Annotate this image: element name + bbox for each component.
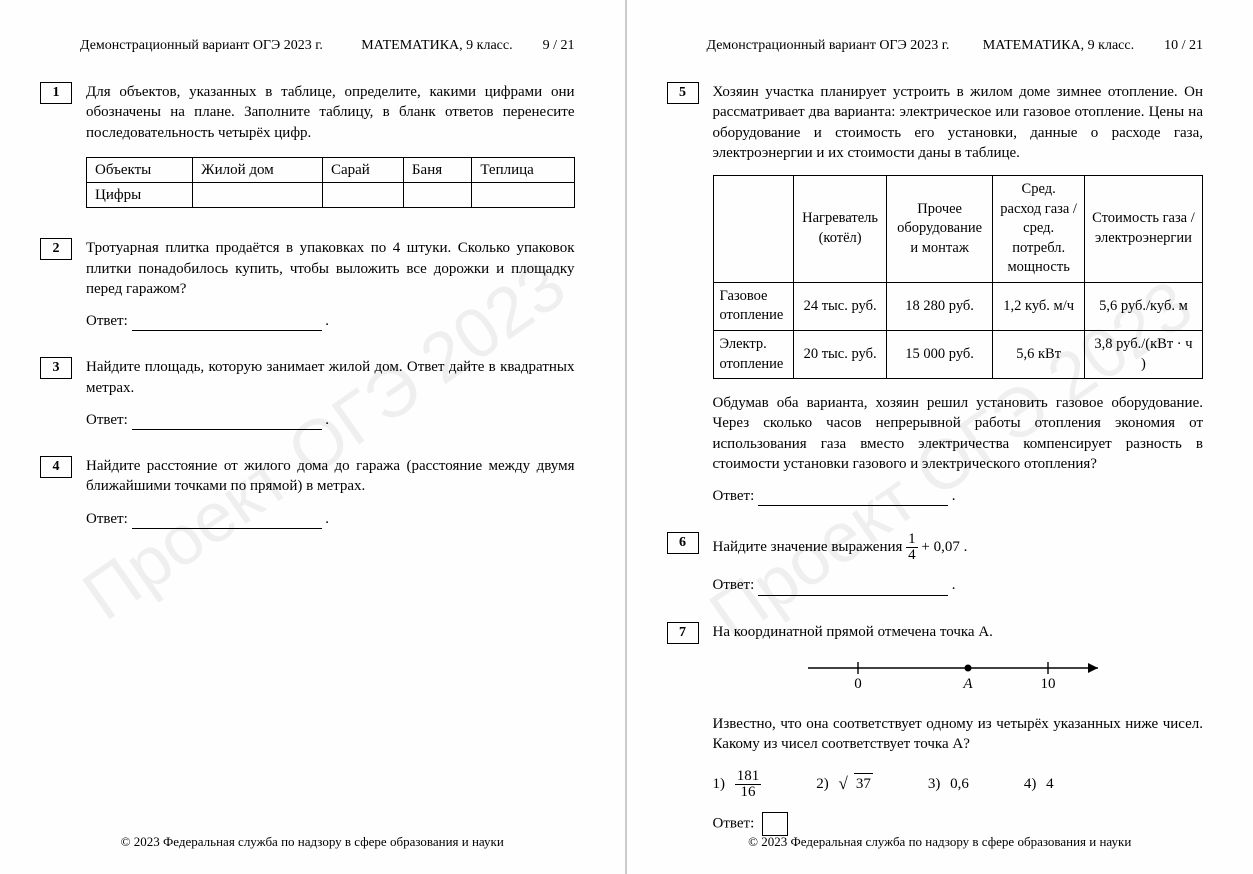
header-left: Демонстрационный вариант ОГЭ 2023 г. МАТ… — [80, 38, 575, 54]
problem-text: Для объектов, указанных в таблице, опред… — [86, 84, 575, 141]
fraction: 181 16 — [735, 769, 762, 800]
problem-number: 3 — [40, 357, 72, 379]
problem-6: 6 Найдите значение выражения 1 4 + 0,07 … — [667, 532, 1204, 595]
table-header: Стоимость газа / электроэнергии — [1084, 176, 1202, 283]
problem-7: 7 На координатной прямой отмечена точка … — [667, 622, 1204, 836]
problem-3: 3 Найдите площадь, которую занимает жило… — [40, 357, 575, 430]
svg-text:0: 0 — [854, 676, 862, 692]
page-left: Проект ОГЭ 2023 Демонстрационный вариант… — [0, 0, 627, 874]
problem-text: Хозяин участка планирует устроить в жило… — [713, 84, 1204, 161]
table-header: Сред. расход газа / сред. потребл. мощно… — [993, 176, 1085, 283]
answer-row: Ответ: . — [86, 410, 575, 430]
fraction-denominator: 16 — [735, 785, 762, 800]
radicand: 37 — [854, 773, 873, 794]
problem-number: 7 — [667, 622, 699, 644]
heating-table: Нагреватель (котёл) Прочее оборудование … — [713, 175, 1204, 379]
problem-number: 2 — [40, 238, 72, 260]
problem-number: 5 — [667, 82, 699, 104]
objects-table: Объекты Жилой дом Сарай Баня Теплица Циф… — [86, 157, 575, 209]
problem-text: На координатной прямой отмечена точка A. — [713, 624, 993, 640]
fraction-denominator: 4 — [906, 548, 918, 563]
answer-box — [762, 812, 788, 836]
answer-label: Ответ: — [713, 577, 755, 593]
answer-label: Ответ: — [713, 815, 755, 831]
header-subject: МАТЕМАТИКА, 9 класс. — [983, 38, 1134, 54]
answer-blank — [132, 330, 322, 331]
header-pagenum: 10 / 21 — [1164, 38, 1203, 54]
table-cell: 18 280 руб. — [886, 282, 993, 330]
answer-label: Ответ: — [86, 313, 128, 329]
answer-row: Ответ: — [713, 812, 1204, 836]
header-subject: МАТЕМАТИКА, 9 класс. — [361, 38, 512, 54]
table-cell: Баня — [403, 157, 471, 182]
problem-text-after: Известно, что она соответствует одному и… — [713, 716, 1204, 752]
page-spread: Проект ОГЭ 2023 Демонстрационный вариант… — [0, 0, 1253, 874]
answer-options: 1) 181 16 2) √37 3) 0,6 4) 4 — [713, 769, 1204, 800]
problem-number: 1 — [40, 82, 72, 104]
table-cell: Цифры — [87, 183, 193, 208]
problem-4: 4 Найдите расстояние от жилого дома до г… — [40, 456, 575, 529]
option-1: 1) 181 16 — [713, 769, 762, 800]
page-right: Проект ОГЭ 2023 Демонстрационный вариант… — [627, 0, 1253, 874]
table-cell: Жилой дом — [193, 157, 323, 182]
option-3: 3) 0,6 — [928, 774, 969, 794]
table-cell: 15 000 руб. — [886, 330, 993, 378]
problem-number: 4 — [40, 456, 72, 478]
problem-5: 5 Хозяин участка планирует устроить в жи… — [667, 82, 1204, 506]
table-cell: 20 тыс. руб. — [794, 330, 887, 378]
problem-text: Тротуарная плитка продаётся в упаковках … — [86, 240, 575, 297]
answer-blank — [758, 595, 948, 596]
table-cell: 3,8 руб./(кВт · ч ) — [1084, 330, 1202, 378]
table-header: Прочее оборудование и монтаж — [886, 176, 993, 283]
problem-1: 1 Для объектов, указанных в таблице, опр… — [40, 82, 575, 208]
problem-text: Найдите значение выражения — [713, 539, 907, 555]
header-right: Демонстрационный вариант ОГЭ 2023 г. МАТ… — [707, 38, 1204, 54]
problem-text: Найдите расстояние от жилого дома до гар… — [86, 458, 575, 494]
table-cell: 5,6 руб./куб. м — [1084, 282, 1202, 330]
fraction-numerator: 1 — [906, 532, 918, 548]
header-title: Демонстрационный вариант ОГЭ 2023 г. — [707, 38, 950, 54]
option-4: 4) 4 — [1024, 774, 1054, 794]
problem-text: Найдите площадь, которую занимает жилой … — [86, 359, 575, 395]
problem-text: + 0,07 . — [921, 539, 967, 555]
header-title: Демонстрационный вариант ОГЭ 2023 г. — [80, 38, 323, 54]
table-cell: 1,2 куб. м/ч — [993, 282, 1085, 330]
table-cell-empty — [322, 183, 403, 208]
table-header: Нагреватель (котёл) — [794, 176, 887, 283]
footer-right: © 2023 Федеральная служба по надзору в с… — [627, 834, 1253, 850]
answer-label: Ответ: — [713, 488, 755, 504]
option-2: 2) √37 — [816, 773, 873, 796]
number-line: 0 A 10 — [798, 656, 1118, 698]
table-cell: Газовое отопление — [713, 282, 794, 330]
table-header — [713, 176, 794, 283]
header-pagenum: 9 / 21 — [543, 38, 575, 54]
problem-2: 2 Тротуарная плитка продаётся в упаковка… — [40, 238, 575, 331]
answer-row: Ответ: . — [713, 575, 1204, 595]
answer-blank — [132, 429, 322, 430]
answer-row: Ответ: . — [86, 509, 575, 529]
answer-row: Ответ: . — [713, 486, 1204, 506]
table-cell: Электр. отопление — [713, 330, 794, 378]
table-cell-empty — [472, 183, 574, 208]
svg-text:10: 10 — [1040, 676, 1055, 692]
answer-blank — [758, 505, 948, 506]
problem-number: 6 — [667, 532, 699, 554]
table-cell: Теплица — [472, 157, 574, 182]
table-cell: Объекты — [87, 157, 193, 182]
fraction: 1 4 — [906, 532, 918, 563]
number-line-svg: 0 A 10 — [798, 656, 1118, 692]
table-cell: Сарай — [322, 157, 403, 182]
answer-blank — [132, 528, 322, 529]
answer-label: Ответ: — [86, 412, 128, 428]
table-cell: 24 тыс. руб. — [794, 282, 887, 330]
table-cell: 5,6 кВт — [993, 330, 1085, 378]
table-cell-empty — [403, 183, 471, 208]
svg-text:A: A — [962, 676, 973, 692]
fraction-numerator: 181 — [735, 769, 762, 785]
footer-left: © 2023 Федеральная служба по надзору в с… — [0, 834, 625, 850]
problem-text-after: Обдумав оба варианта, хозяин решил устан… — [713, 395, 1204, 472]
answer-label: Ответ: — [86, 511, 128, 527]
table-cell-empty — [193, 183, 323, 208]
answer-row: Ответ: . — [86, 311, 575, 331]
